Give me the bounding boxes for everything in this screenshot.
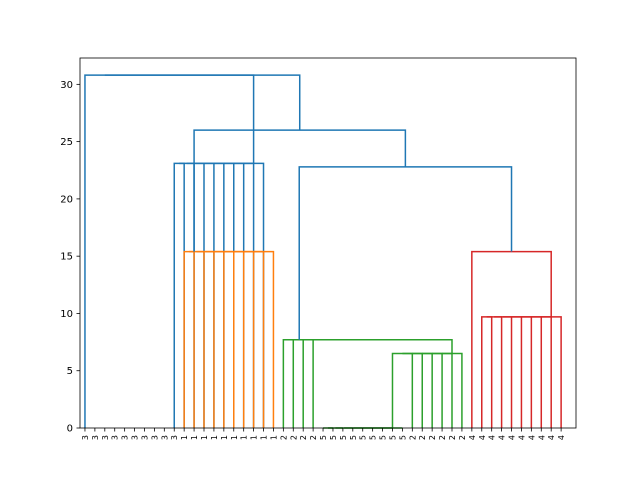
y-axis-ticks: 0 5 10 15 20 25 30 bbox=[60, 80, 80, 435]
leaf-label: 5 bbox=[398, 435, 407, 440]
leaf-label: 5 bbox=[388, 435, 397, 440]
leaf-label: 1 bbox=[250, 435, 259, 440]
leaf-label: 3 bbox=[170, 435, 179, 440]
leaf-label: 3 bbox=[101, 435, 110, 440]
leaf-label: 2 bbox=[438, 435, 447, 440]
dendrogram-link-36 bbox=[304, 339, 453, 354]
leaf-label: 1 bbox=[180, 435, 189, 440]
leaf-label: 1 bbox=[230, 435, 239, 440]
y-tick-label: 15 bbox=[60, 252, 73, 263]
dendrogram-link-44 bbox=[541, 316, 562, 428]
leaf-label: 5 bbox=[339, 435, 348, 440]
leaf-label: 3 bbox=[81, 435, 90, 440]
leaf-label: 1 bbox=[220, 435, 229, 440]
dendrogram-link-18 bbox=[253, 250, 275, 428]
dendrogram-link-48 bbox=[104, 74, 301, 131]
leaf-label: 4 bbox=[537, 435, 546, 440]
leaf-label: 2 bbox=[299, 435, 308, 440]
leaf-label: 2 bbox=[448, 435, 457, 440]
leaf-label: 4 bbox=[478, 435, 487, 440]
y-tick-label: 0 bbox=[67, 424, 73, 435]
y-tick-label: 10 bbox=[60, 309, 73, 320]
leaf-label: 5 bbox=[379, 435, 388, 440]
leaf-label: 3 bbox=[131, 435, 140, 440]
leaf-label: 3 bbox=[140, 435, 149, 440]
leaf-label: 4 bbox=[508, 435, 517, 440]
y-tick-label: 5 bbox=[67, 366, 73, 377]
axes-frame bbox=[79, 57, 577, 429]
leaf-label: 5 bbox=[329, 435, 338, 440]
leaf-label: 1 bbox=[260, 435, 269, 440]
leaf-label: 4 bbox=[517, 435, 526, 440]
y-tick-label: 25 bbox=[60, 137, 73, 148]
leaf-label: 4 bbox=[527, 435, 536, 440]
y-tick-label: 20 bbox=[60, 194, 73, 205]
leaf-label: 3 bbox=[160, 435, 169, 440]
leaf-label: 4 bbox=[468, 435, 477, 440]
leaf-label: 5 bbox=[349, 435, 358, 440]
leaf-label: 5 bbox=[369, 435, 378, 440]
leaf-label: 2 bbox=[408, 435, 417, 440]
leaf-label: 4 bbox=[557, 435, 566, 440]
dendrogram-link-32 bbox=[442, 352, 463, 428]
leaf-label: 2 bbox=[279, 435, 288, 440]
leaf-label: 1 bbox=[269, 435, 278, 440]
leaf-label: 2 bbox=[418, 435, 427, 440]
leaf-label: 1 bbox=[200, 435, 209, 440]
leaf-label: 2 bbox=[289, 435, 298, 440]
leaf-label: 5 bbox=[319, 435, 328, 440]
leaf-label: 2 bbox=[309, 435, 318, 440]
leaf-label: 4 bbox=[547, 435, 556, 440]
leaf-label: 5 bbox=[359, 435, 368, 440]
leaf-label: 4 bbox=[498, 435, 507, 440]
leaf-label: 2 bbox=[428, 435, 437, 440]
leaf-label: 1 bbox=[240, 435, 249, 440]
y-tick-label: 30 bbox=[60, 80, 73, 91]
leaf-label: 2 bbox=[458, 435, 467, 440]
leaf-label: 3 bbox=[91, 435, 100, 440]
leaf-label: 1 bbox=[190, 435, 199, 440]
leaf-label: 3 bbox=[150, 435, 159, 440]
leaf-label: 3 bbox=[111, 435, 120, 440]
leaf-label: 4 bbox=[488, 435, 497, 440]
leaf-label: 3 bbox=[121, 435, 130, 440]
leaf-label: 1 bbox=[210, 435, 219, 440]
